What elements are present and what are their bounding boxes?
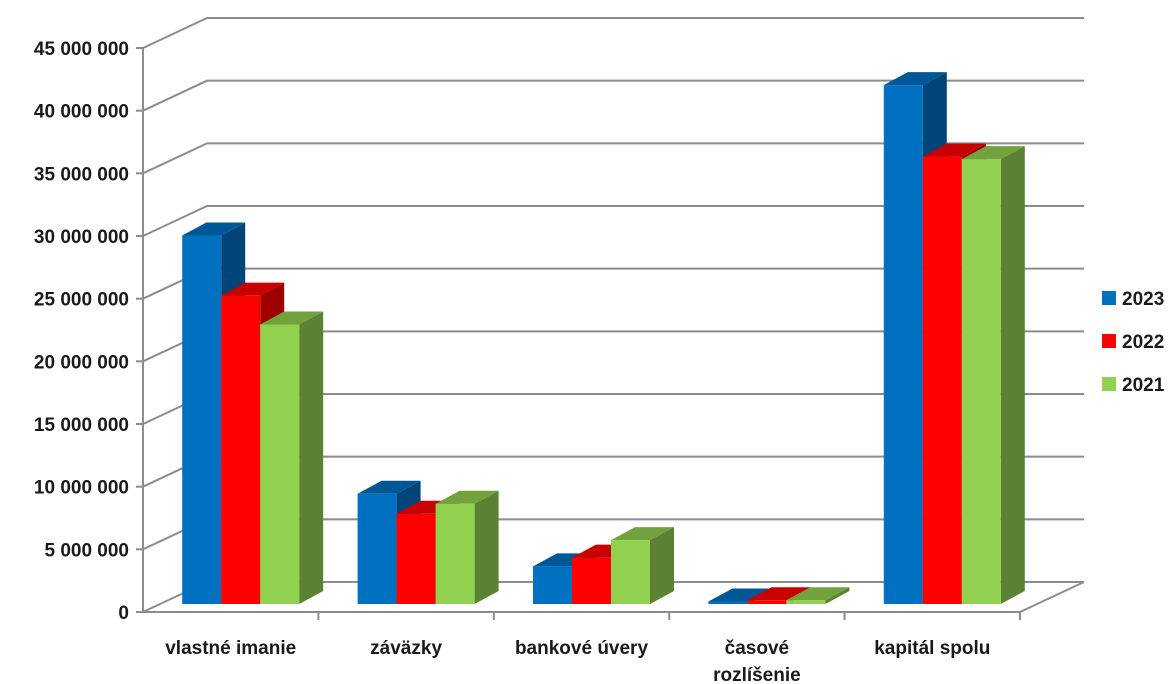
y-tick-label: 25 000 000 — [34, 290, 129, 311]
y-tick-labels: 0 5 000 000 10 000 000 15 000 000 20 000 000… — [34, 39, 129, 624]
bar-front — [396, 513, 436, 604]
bar-top — [747, 587, 811, 601]
legend-label: 2022 — [1122, 332, 1164, 353]
y-tick-label: 35 000 000 — [34, 164, 129, 185]
y-tick-label: 0 — [118, 603, 129, 624]
bar-front — [435, 503, 475, 604]
bar-front — [611, 540, 650, 604]
bar-front — [533, 566, 572, 604]
x-category-label: vlastné imanie — [165, 638, 296, 659]
legend-swatch — [1102, 291, 1116, 305]
bar-front — [786, 600, 826, 604]
bar-front — [221, 295, 261, 604]
bar-side — [474, 490, 499, 604]
bar-front — [708, 601, 748, 604]
bar-top — [221, 282, 285, 296]
bar-front — [357, 493, 397, 604]
gridline — [142, 17, 1084, 49]
y-tick-label: 15 000 000 — [34, 415, 129, 436]
bar-side — [825, 587, 850, 604]
x-category-label: kapitál spolu — [874, 638, 990, 659]
bar-top — [435, 490, 499, 504]
bar-side — [650, 527, 674, 604]
bar-top — [786, 587, 850, 601]
bar-top — [357, 480, 421, 494]
bar-front — [961, 159, 1001, 605]
bar-side — [299, 311, 324, 604]
bar-top — [961, 146, 1025, 160]
bar-top — [708, 588, 772, 602]
x-category-labels: vlastné imanie záväzky bankové úvery časové… — [165, 638, 990, 684]
x-category-label: bankové úvery — [515, 638, 648, 659]
axes — [136, 47, 1021, 620]
legend-label: 2021 — [1122, 375, 1165, 396]
legend-label: 2023 — [1122, 289, 1164, 310]
legend-swatch — [1102, 334, 1116, 348]
bar — [260, 311, 324, 604]
bar-top — [260, 311, 324, 325]
y-tick-label: 20 000 000 — [34, 352, 129, 373]
bar — [611, 527, 674, 604]
bar-top — [922, 143, 986, 157]
bar-top — [182, 222, 246, 236]
bar — [786, 587, 850, 604]
x-category-label: rozlíšenie — [713, 665, 801, 684]
bar — [435, 490, 499, 604]
y-tick-label: 45 000 000 — [34, 39, 129, 60]
legend: 2023 2022 2021 — [1102, 289, 1165, 396]
bar-top — [883, 72, 947, 86]
gridline — [142, 142, 1084, 175]
bar — [961, 146, 1025, 605]
y-tick-label: 30 000 000 — [34, 227, 129, 248]
x-category-label: časové — [725, 638, 789, 659]
gridline — [142, 205, 1084, 237]
bar-front — [182, 235, 222, 604]
bar-top — [611, 527, 674, 541]
y-tick-label: 5 000 000 — [44, 540, 129, 561]
y-tick-label: 40 000 000 — [34, 102, 129, 123]
y-tick-label: 10 000 000 — [34, 478, 129, 499]
bars — [182, 72, 1025, 605]
x-category-label: záväzky — [370, 638, 442, 659]
bar-front — [747, 600, 787, 604]
bar-front — [922, 156, 962, 604]
gridline — [142, 79, 1084, 112]
bar-front — [883, 85, 923, 605]
bar-front — [260, 324, 300, 604]
bar-front — [572, 557, 611, 604]
bar-side — [1000, 146, 1025, 605]
legend-swatch — [1102, 377, 1116, 391]
